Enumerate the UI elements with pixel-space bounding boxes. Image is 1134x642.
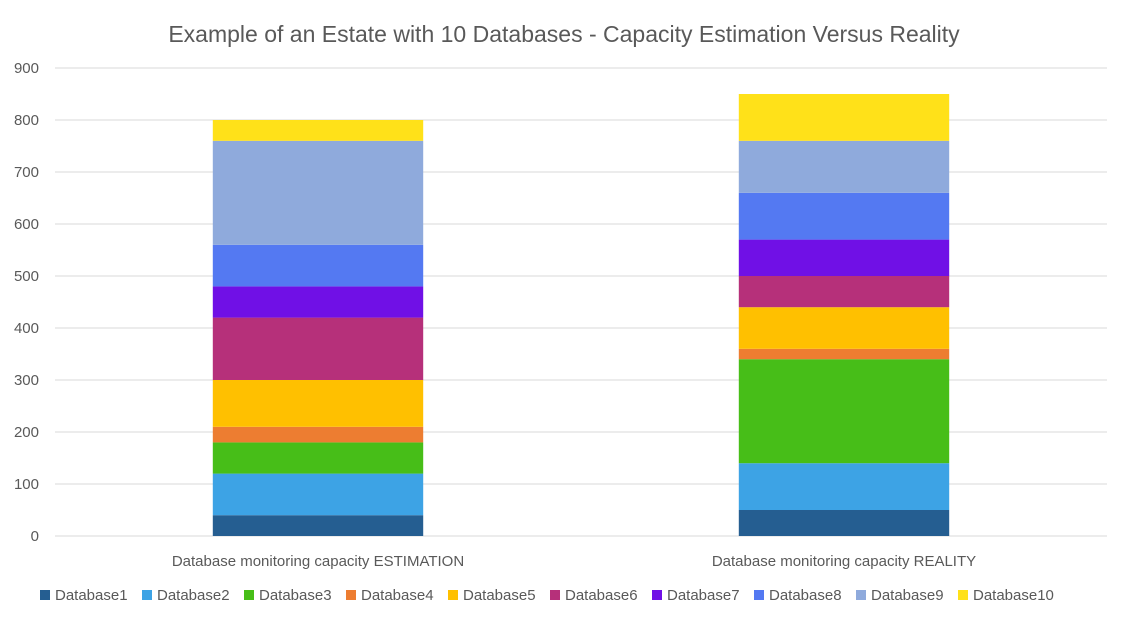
legend-label: Database6	[565, 587, 638, 604]
bar-segment-database1	[738, 510, 950, 536]
legend-swatch	[40, 590, 50, 600]
legend-item: Database9	[856, 587, 944, 604]
y-tick-label: 600	[14, 216, 39, 233]
legend-swatch	[448, 590, 458, 600]
bar-segment-database6	[738, 276, 950, 308]
bar-segment-database4	[738, 348, 950, 360]
x-category-label: Database monitoring capacity ESTIMATION	[172, 553, 464, 570]
bar-segment-database4	[212, 426, 424, 443]
bar-segment-database8	[738, 192, 950, 240]
y-tick-label: 700	[14, 164, 39, 181]
legend-item: Database4	[346, 587, 434, 604]
legend-item: Database1	[40, 587, 128, 604]
legend-label: Database9	[871, 587, 944, 604]
legend-item: Database8	[754, 587, 842, 604]
y-tick-label: 800	[14, 112, 39, 129]
bar-segment-database7	[738, 239, 950, 276]
legend-label: Database2	[157, 587, 230, 604]
legend-item: Database6	[550, 587, 638, 604]
y-tick-label: 0	[31, 528, 39, 545]
bar-segment-database10	[212, 120, 424, 141]
legend-item: Database2	[142, 587, 230, 604]
x-category-label: Database monitoring capacity REALITY	[712, 553, 976, 570]
legend-label: Database1	[55, 587, 128, 604]
bar-segment-database2	[738, 463, 950, 510]
legend-label: Database4	[361, 587, 434, 604]
legend-swatch	[346, 590, 356, 600]
y-tick-label: 300	[14, 372, 39, 389]
bar-segment-database9	[212, 140, 424, 245]
bar-segment-database2	[212, 473, 424, 516]
y-tick-label: 400	[14, 320, 39, 337]
legend-label: Database5	[463, 587, 536, 604]
bar-segment-database5	[738, 307, 950, 349]
bar-segment-database1	[212, 515, 424, 536]
y-tick-label: 900	[14, 60, 39, 77]
bar-segment-database5	[212, 380, 424, 427]
bar-segment-database3	[738, 359, 950, 464]
bar-segment-database9	[738, 140, 950, 193]
legend-swatch	[856, 590, 866, 600]
bar-segment-database6	[212, 317, 424, 380]
legend-swatch	[958, 590, 968, 600]
bar-segment-database8	[212, 244, 424, 287]
legend-label: Database3	[259, 587, 332, 604]
legend-item: Database10	[958, 587, 1054, 604]
legend-item: Database5	[448, 587, 536, 604]
bar-segment-database10	[738, 94, 950, 141]
y-tick-label: 100	[14, 476, 39, 493]
legend-label: Database10	[973, 587, 1054, 604]
legend-label: Database7	[667, 587, 740, 604]
legend-swatch	[244, 590, 254, 600]
legend-swatch	[550, 590, 560, 600]
bar-segment-database7	[212, 286, 424, 318]
y-tick-label: 200	[14, 424, 39, 441]
legend-swatch	[652, 590, 662, 600]
bar-segment-database3	[212, 442, 424, 474]
legend-item: Database7	[652, 587, 740, 604]
chart-title: Example of an Estate with 10 Databases -…	[168, 21, 960, 47]
legend-swatch	[754, 590, 764, 600]
y-tick-label: 500	[14, 268, 39, 285]
legend-swatch	[142, 590, 152, 600]
legend-label: Database8	[769, 587, 842, 604]
legend-item: Database3	[244, 587, 332, 604]
